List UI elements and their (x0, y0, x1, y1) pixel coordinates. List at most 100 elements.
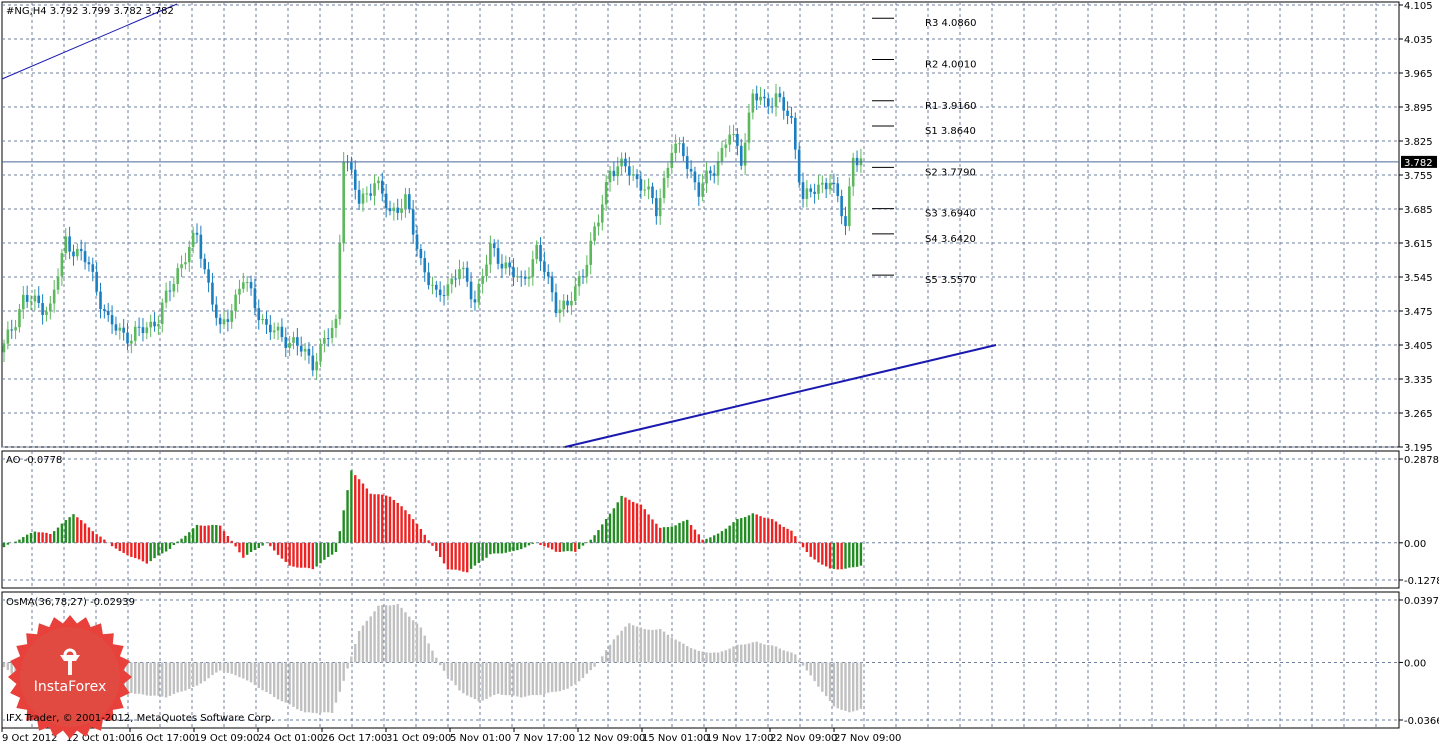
candle-body (211, 282, 214, 305)
candle-body (701, 183, 704, 197)
pivot-label: S2 3.7790 (925, 167, 976, 178)
x-tick-label: 19 Oct 09:00 (194, 733, 259, 744)
candle-body (573, 286, 577, 301)
y-tick-label: 3.685 (1404, 205, 1433, 216)
osma-y-tick-label: 0.00 (1404, 658, 1426, 669)
candle-body (465, 267, 469, 282)
candle-body (56, 276, 60, 290)
candle-body (330, 327, 334, 339)
candle-body (338, 243, 342, 319)
candle-body (323, 338, 326, 344)
candle-body (670, 153, 674, 168)
y-tick-label: 3.475 (1404, 307, 1433, 318)
y-tick-label: 3.405 (1404, 341, 1433, 352)
candle-body (400, 208, 403, 213)
candle-body (276, 326, 280, 331)
candle-body (226, 319, 230, 322)
pivot-label: R1 3.9160 (925, 101, 976, 112)
candle-body (797, 149, 801, 183)
candle-body (604, 182, 608, 205)
y-tick-label: 3.895 (1404, 103, 1433, 114)
ao-histogram (2, 470, 863, 573)
candle-body (257, 308, 261, 321)
candle-body (620, 158, 623, 167)
candle-body (184, 262, 187, 265)
candle-body (832, 183, 836, 185)
candle-body (481, 276, 484, 284)
y-tick-label: 3.755 (1404, 171, 1433, 182)
candle-body (809, 188, 813, 192)
candle-body (37, 295, 41, 304)
y-tick-label: 3.615 (1404, 239, 1433, 250)
grid (1, 1, 1400, 729)
x-tick-label: 19 Nov 17:00 (706, 733, 773, 744)
trendlines[interactable] (1, 3, 997, 448)
candle-body (743, 142, 747, 166)
candle-body (6, 329, 10, 344)
candle-body (527, 276, 531, 279)
candle-body (361, 193, 365, 204)
candle-body (215, 304, 218, 318)
y-tick-label: 3.265 (1404, 409, 1433, 420)
candle-body (49, 303, 52, 312)
candle-body (504, 262, 508, 269)
panel-frame (1, 450, 1400, 589)
candle-body (647, 186, 650, 190)
candle-body (778, 93, 782, 98)
candle-body (736, 133, 739, 146)
candle-body (639, 179, 643, 191)
x-tick-label: 22 Nov 09:00 (770, 733, 837, 744)
candle-body (774, 93, 778, 107)
candle-body (851, 157, 855, 187)
candle-body (782, 97, 786, 111)
x-tick-label: 15 Nov 01:00 (642, 733, 709, 744)
candle-body (242, 282, 245, 289)
candle-body (516, 276, 519, 278)
candle-body (25, 295, 29, 302)
candle-body (655, 198, 658, 217)
candle-body (678, 143, 681, 145)
candle-body (508, 262, 511, 268)
candle-body (585, 264, 589, 277)
candle-body (755, 93, 758, 101)
candle-body (14, 327, 17, 331)
candle-body (739, 145, 743, 166)
candle-body (64, 236, 68, 254)
candle-body (99, 291, 102, 310)
main-header: #NG,H4 3.792 3.799 3.782 3.782 (6, 6, 174, 17)
candle-body (292, 337, 295, 343)
candle-body (245, 282, 249, 284)
candle-body (566, 300, 569, 306)
candle-body (380, 180, 384, 194)
candle-body (458, 269, 461, 280)
candle-body (689, 168, 693, 172)
candle-body (844, 216, 847, 227)
candle-body (469, 281, 473, 300)
candle-body (631, 174, 635, 176)
candle-body (473, 299, 477, 303)
candle-body (450, 278, 454, 285)
panel-frame (1, 591, 1400, 729)
candle-body (693, 171, 697, 183)
candle-body (770, 106, 774, 108)
candle-body (828, 183, 832, 190)
candle-body (442, 295, 446, 297)
candle-body (342, 161, 345, 244)
candle-body (454, 278, 457, 280)
candle-body (172, 283, 176, 292)
candle-body (269, 324, 272, 333)
ao-header: AO -0.0778 (6, 455, 62, 466)
lower-trendline[interactable] (564, 344, 997, 448)
candle-body (299, 345, 303, 352)
candle-body (218, 317, 222, 325)
upper-trendline[interactable] (1, 3, 178, 80)
candle-body (357, 189, 361, 204)
candle-body (535, 244, 538, 260)
candle-body (296, 337, 299, 346)
candle-body (435, 284, 438, 290)
candle-body (697, 182, 701, 197)
osma-histogram (2, 604, 863, 714)
candle-body (122, 327, 125, 333)
candle-body (137, 326, 141, 328)
